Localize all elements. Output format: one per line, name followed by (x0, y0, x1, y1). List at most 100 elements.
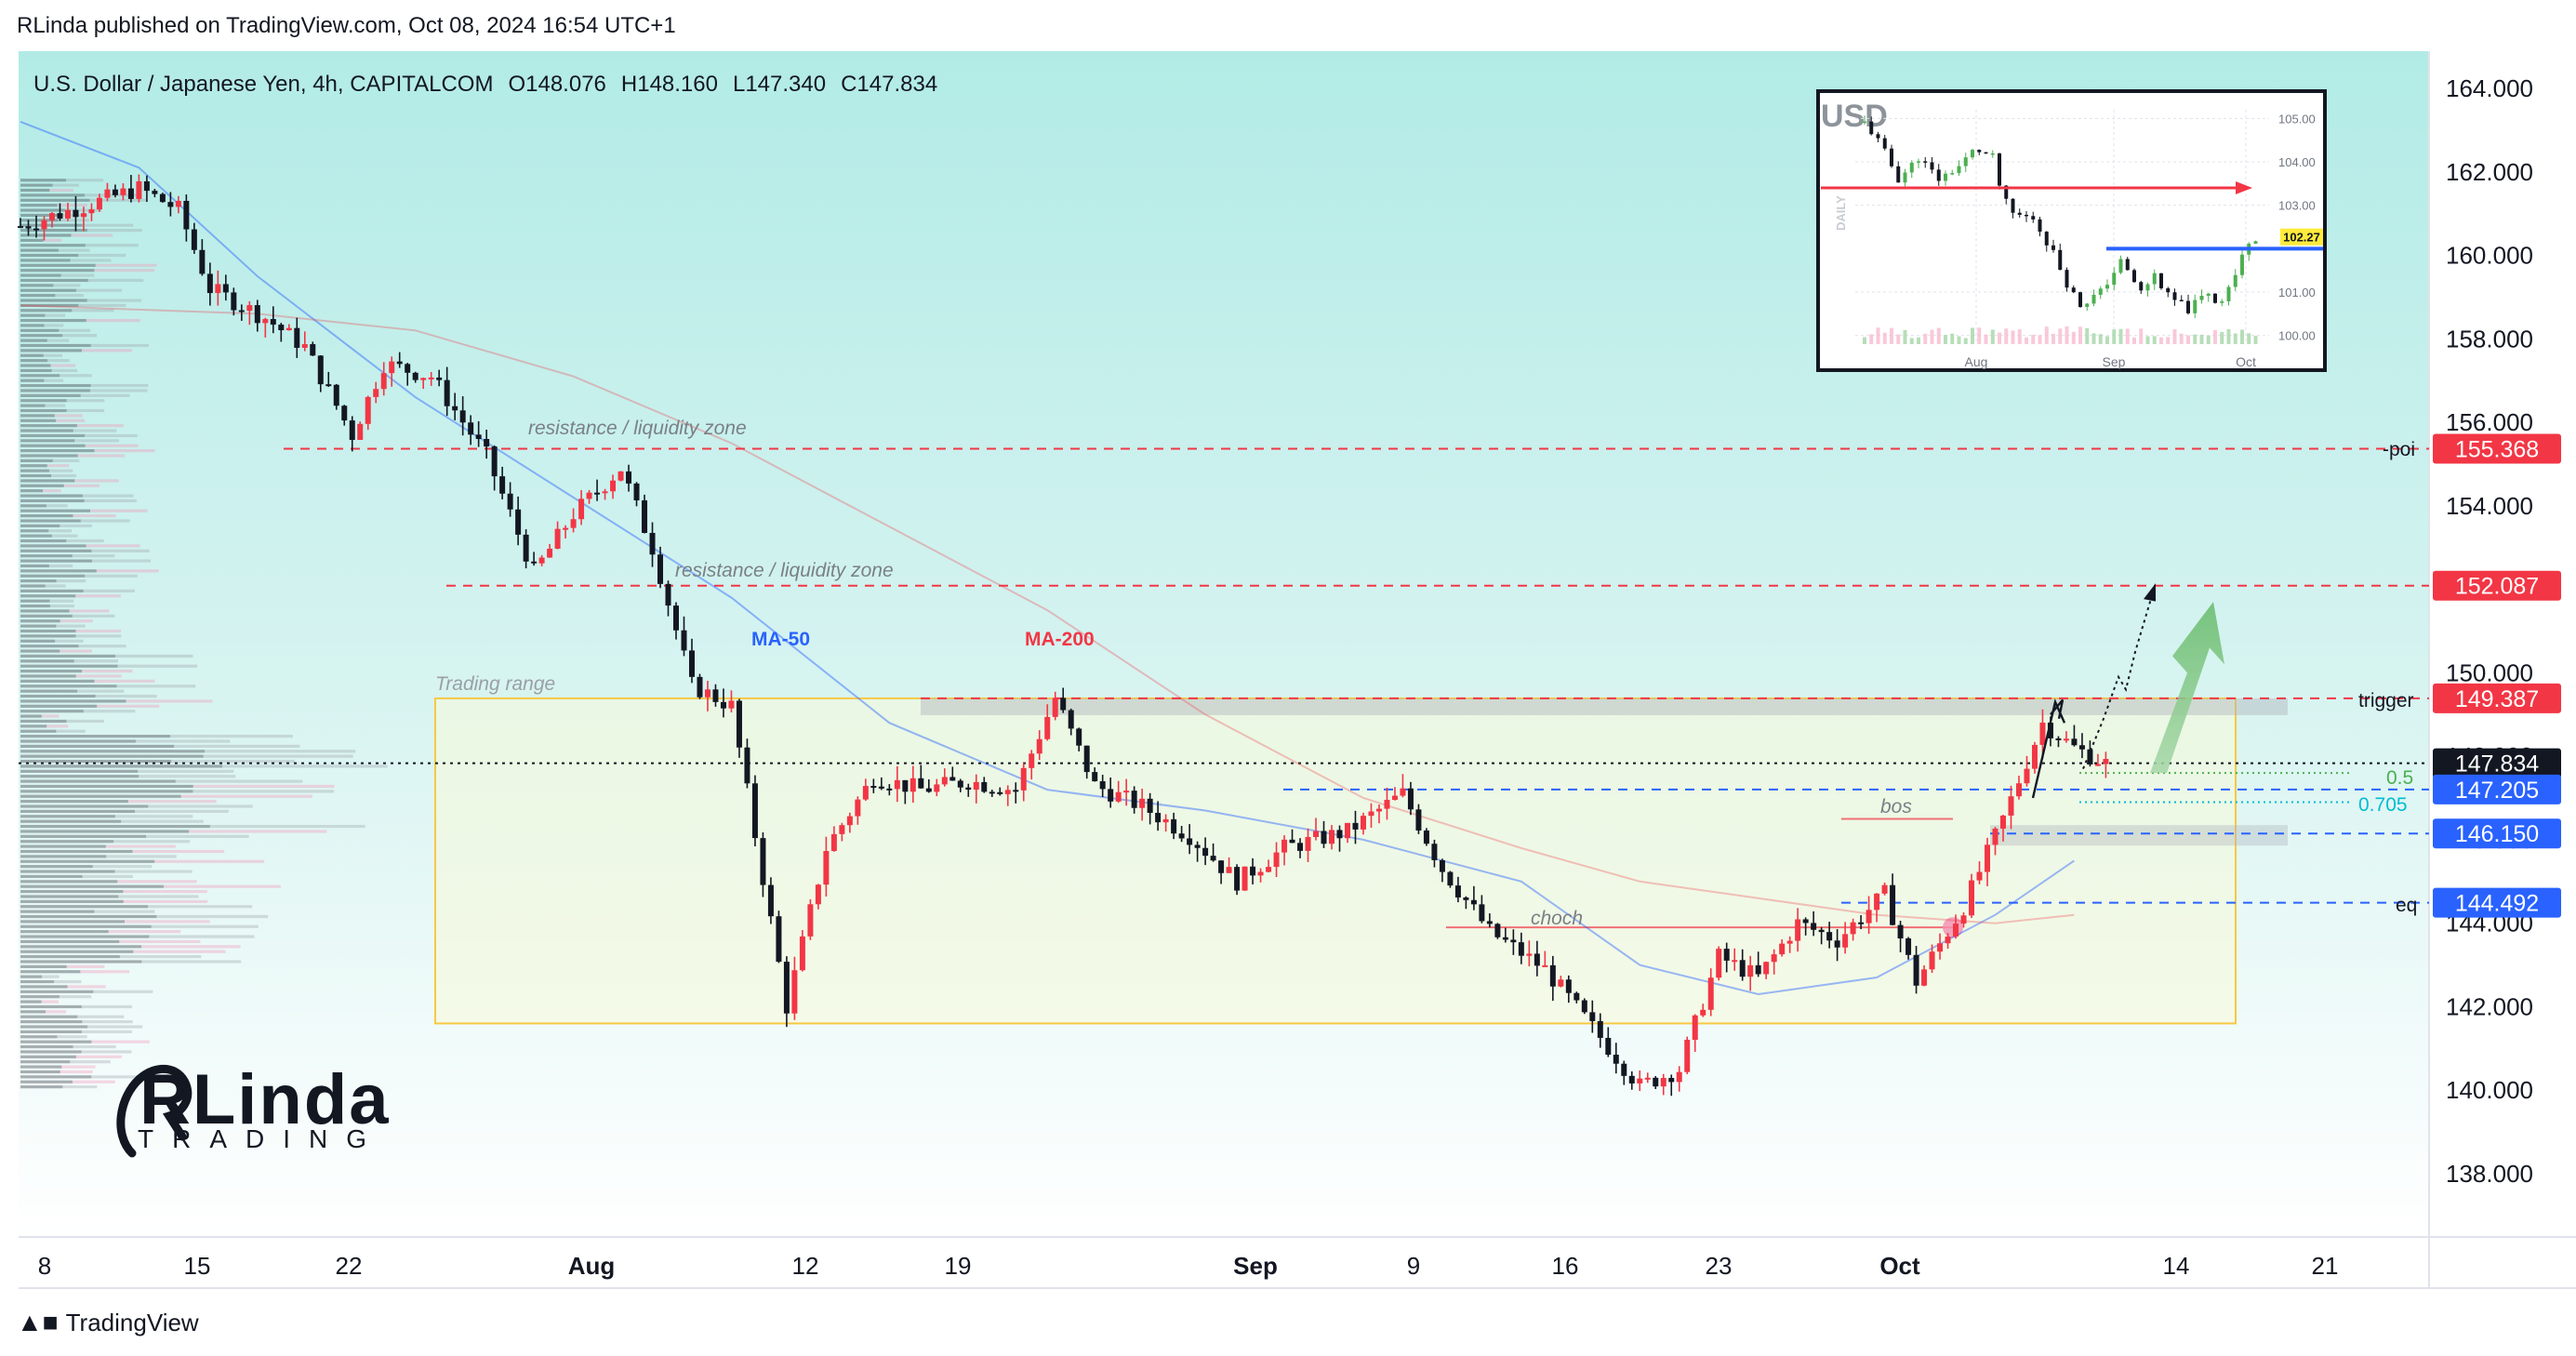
vp-bar (20, 339, 47, 342)
vp-bar (20, 694, 96, 698)
vp-bar (49, 604, 75, 608)
vp-bar (20, 538, 67, 543)
vp-bar (46, 1010, 67, 1014)
vp-bar (53, 284, 81, 287)
inset-candle (2139, 282, 2144, 291)
vp-bar (69, 609, 110, 613)
inset-candle (1930, 162, 1934, 170)
inset-candle (1971, 150, 1974, 158)
candle-body (1431, 844, 1438, 860)
candle-body (783, 962, 790, 1014)
vp-bar (20, 955, 120, 959)
vp-bar (205, 750, 356, 753)
candle-body (1076, 728, 1082, 746)
vp-bar (51, 473, 77, 478)
inset-volume (1984, 334, 1988, 344)
vp-bar (132, 849, 225, 854)
candle-body (704, 689, 710, 698)
vp-bar (20, 263, 96, 267)
candle-body (373, 389, 379, 397)
candle-body (2087, 749, 2093, 765)
vp-bar (20, 294, 56, 298)
vp-bar (20, 424, 77, 428)
inset-candle (2105, 285, 2109, 289)
inset-candle (2166, 288, 2171, 293)
candle-body (2055, 738, 2062, 740)
candle-body (1155, 812, 1162, 823)
vp-bar (96, 569, 159, 573)
price-label: 155.368 (2455, 436, 2539, 462)
inset-price-tick: 100.00 (2278, 329, 2316, 343)
vp-bar (20, 899, 124, 903)
candle-body (751, 783, 758, 839)
candle-body (1439, 859, 1445, 872)
vp-bar (20, 273, 61, 277)
candle-body (1226, 867, 1232, 873)
vp-bar (90, 509, 148, 512)
price-label: 144.492 (2455, 891, 2539, 917)
vp-bar (20, 524, 60, 527)
vp-bar (20, 313, 46, 317)
candle-body (175, 200, 181, 207)
candle-body (1802, 919, 1809, 924)
vp-bar (20, 824, 210, 829)
dotted-arrowhead (2144, 583, 2156, 602)
vp-bar (20, 849, 133, 854)
time-axis[interactable]: 8 15 22 Aug 12 19 Sep 9 16 23 Oct 14 21 (38, 1252, 2339, 1280)
inset-volume (2098, 334, 2103, 344)
time-tick: Oct (1879, 1252, 1920, 1280)
candle-body (285, 327, 292, 331)
candle-body (1297, 843, 1304, 851)
vp-bar (43, 238, 62, 242)
vp-bar (174, 744, 300, 748)
vp-bar (85, 433, 138, 438)
candle-body (112, 189, 118, 195)
inset-candle (2193, 299, 2198, 313)
vp-bar (20, 479, 75, 483)
vp-bar (74, 439, 119, 443)
vp-bar (20, 399, 67, 403)
inset-candle (1990, 153, 1995, 155)
candle-body (2024, 768, 2030, 784)
candle-body (1305, 836, 1311, 851)
inset-volume (2186, 335, 2190, 344)
candle-body (617, 471, 624, 481)
candle-body (1716, 949, 1722, 978)
vp-bar (20, 649, 60, 653)
candle-body (657, 554, 664, 584)
vp-bar (20, 614, 73, 618)
vp-bar (75, 594, 121, 598)
candle-body (2039, 722, 2046, 745)
vp-bar (20, 689, 78, 693)
candle-body (365, 396, 371, 424)
vp-bar (20, 494, 83, 498)
vp-bar (20, 910, 95, 913)
vp-bar (85, 444, 139, 447)
publish-header: RLinda published on TradingView.com, Oct… (17, 13, 676, 38)
time-tick: 14 (2163, 1252, 2190, 1280)
vp-bar (20, 779, 176, 783)
inset-candle (2078, 292, 2082, 307)
vp-bar (57, 204, 87, 207)
vp-bar (20, 950, 134, 953)
vp-bar (20, 945, 142, 949)
vp-bar (46, 504, 68, 508)
vp-bar (67, 985, 106, 989)
vp-bar (60, 524, 92, 527)
poi-label: -poi (2383, 439, 2415, 460)
inset-volume (2159, 337, 2163, 344)
candle-body (602, 491, 608, 494)
candle-body (1937, 943, 1944, 952)
vp-bar (20, 1035, 58, 1039)
price-label-bg (2433, 683, 2561, 713)
price-axis[interactable]: 164.000 162.000 160.000 158.000 156.000 154.0… (2433, 74, 2561, 1188)
vp-bar (20, 219, 59, 222)
vp-bar (20, 579, 57, 583)
eq-label: eq (2396, 895, 2417, 916)
inset-volume (2179, 333, 2184, 344)
vp-bar (20, 179, 67, 182)
trigger-zone (921, 698, 2288, 715)
candle-body (1605, 1037, 1612, 1056)
vp-bar (20, 554, 73, 558)
